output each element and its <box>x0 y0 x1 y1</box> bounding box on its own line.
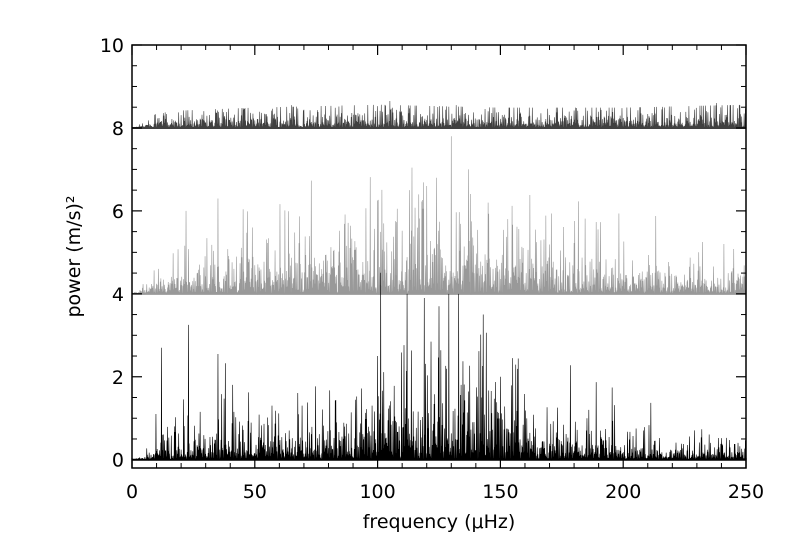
x-tick-label: 200 <box>605 481 641 503</box>
series-1 <box>132 136 747 295</box>
x-tick-label: 50 <box>243 481 267 503</box>
series-0 <box>132 100 747 130</box>
x-tick-label: 100 <box>359 481 395 503</box>
y-tick-label: 0 <box>112 450 124 472</box>
y-tick-label: 4 <box>112 284 124 306</box>
y-tick-label: 6 <box>112 201 124 223</box>
y-tick-label: 8 <box>112 118 124 140</box>
x-tick-label: 0 <box>126 481 138 503</box>
x-axis-label: frequency (μHz) <box>363 511 516 533</box>
axes-layer: 0 50 100 150 200 250 0 2 4 6 8 10 <box>100 35 764 503</box>
y-tick-label: 2 <box>112 367 124 389</box>
spectrum-trace <box>132 272 747 461</box>
y-axis-label: power (m/s)² <box>63 195 85 317</box>
x-tick-label: 250 <box>728 481 764 503</box>
plot-frame <box>131 44 747 469</box>
y-tick-label: 10 <box>100 35 124 57</box>
x-tick-label: 150 <box>482 481 518 503</box>
series-layer <box>132 100 747 461</box>
spectrum-trace <box>132 100 747 130</box>
series-2 <box>132 272 747 461</box>
spectrum-trace <box>132 136 747 295</box>
